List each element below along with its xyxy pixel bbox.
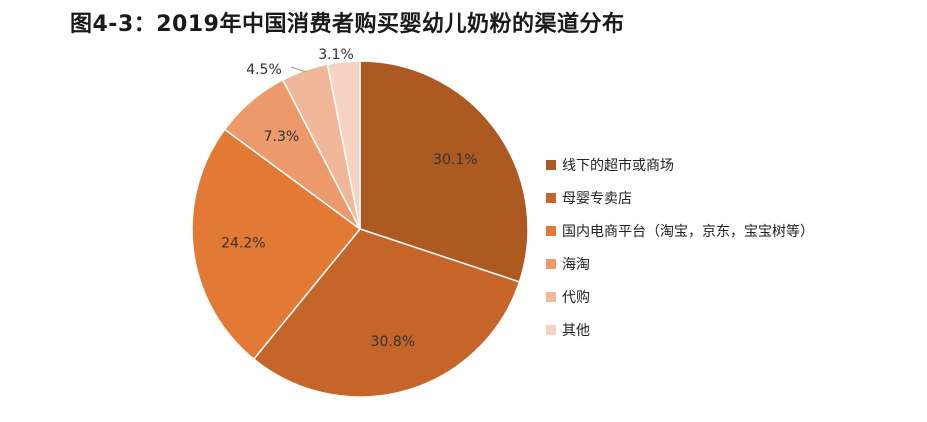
- pie-slice: [326, 60, 361, 230]
- legend-swatch: [546, 324, 556, 335]
- pie-slices: [191, 60, 529, 398]
- legend-swatch: [546, 258, 556, 269]
- legend-swatch: [546, 225, 556, 236]
- slice-value-label: 3.1%: [318, 47, 354, 63]
- legend-item: 国内电商平台（淘宝，京东，宝宝树等）: [546, 214, 814, 247]
- legend-swatch: [546, 159, 556, 170]
- slice-value-label: 4.5%: [246, 62, 282, 78]
- chart-title: 图4-3：2019年中国消费者购买婴幼儿奶粉的渠道分布: [70, 12, 625, 37]
- slice-value-label: 7.3%: [264, 129, 300, 145]
- slice-value-label: 30.1%: [433, 152, 477, 168]
- legend-label: 海淘: [562, 256, 590, 273]
- slice-value-label: 30.8%: [371, 334, 415, 350]
- legend-item: 线下的超市或商场: [546, 148, 814, 181]
- legend-swatch: [546, 192, 556, 203]
- legend-item: 其他: [546, 313, 814, 346]
- legend-label: 国内电商平台（淘宝，京东，宝宝树等）: [562, 223, 814, 240]
- legend-label: 代购: [562, 289, 590, 306]
- slice-value-label: 24.2%: [221, 236, 265, 252]
- pie-slice: [252, 228, 521, 398]
- legend-item: 海淘: [546, 247, 814, 280]
- legend-swatch: [546, 291, 556, 302]
- leader-line: [290, 66, 307, 73]
- legend-label: 母婴专卖店: [562, 190, 632, 207]
- legend-label: 线下的超市或商场: [562, 157, 674, 174]
- legend-item: 母婴专卖店: [546, 181, 814, 214]
- pie-slice: [191, 128, 362, 361]
- legend-label: 其他: [562, 322, 590, 339]
- pie-slice: [359, 60, 529, 283]
- pie-slice-labels: 30.1% 30.8% 24.2% 7.3% 4.5% 3.1%: [221, 47, 478, 350]
- legend-item: 代购: [546, 280, 814, 313]
- chart-legend: 线下的超市或商场 母婴专卖店国内电商平台（淘宝，京东，宝宝树等） 海淘代购其他: [546, 148, 814, 346]
